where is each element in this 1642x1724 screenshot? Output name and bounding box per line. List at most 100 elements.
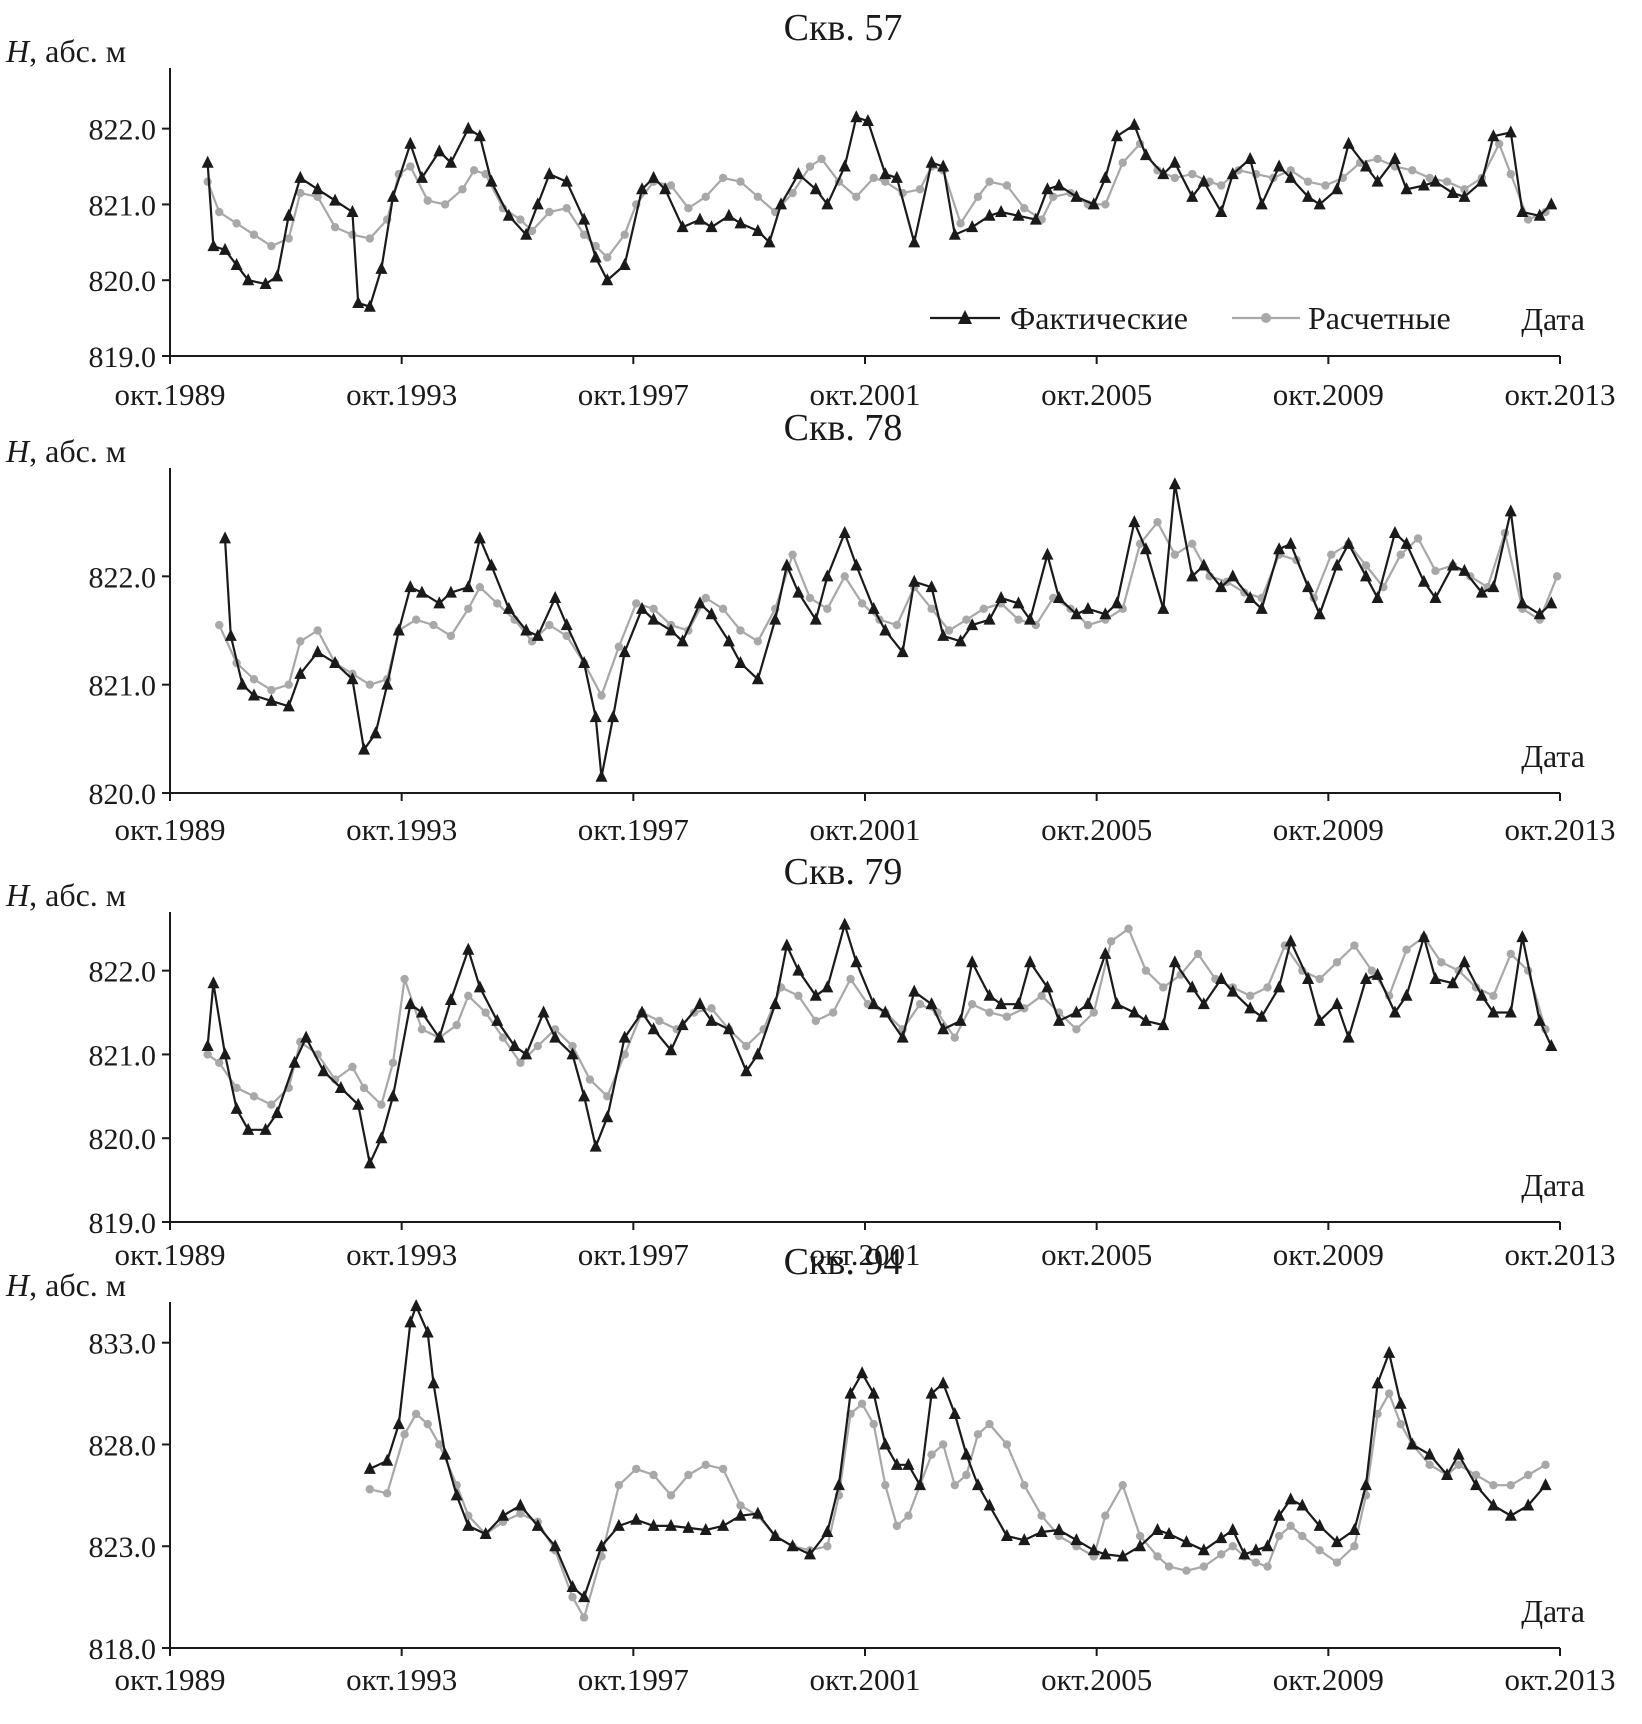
y-axis-label: H, абс. м [5, 877, 126, 913]
data-point [1029, 212, 1042, 225]
data-point [1101, 1511, 1110, 1520]
data-point [363, 1461, 376, 1474]
data-point [1164, 1562, 1174, 1571]
data-point [908, 235, 921, 248]
data-point [736, 626, 745, 635]
data-point [684, 1470, 693, 1480]
data-point [1228, 1542, 1237, 1551]
data-point [1489, 991, 1498, 1000]
x-tick-label: окт.1993 [346, 1662, 457, 1697]
data-point [404, 580, 417, 593]
data-point [386, 189, 399, 202]
data-point [348, 1062, 357, 1072]
data-point [493, 599, 502, 608]
data-point [925, 1386, 938, 1399]
data-point [1255, 1009, 1268, 1022]
data-point [589, 710, 602, 723]
data-point [821, 980, 834, 993]
data-point [1024, 612, 1037, 625]
data-point [365, 1485, 375, 1494]
data-point [896, 645, 909, 658]
data-point [267, 1100, 276, 1109]
data-point [985, 1419, 994, 1429]
data-point [1487, 580, 1500, 593]
data-point [578, 1089, 591, 1102]
data-point [701, 192, 710, 202]
data-point [1425, 173, 1434, 183]
data-point [1504, 504, 1517, 517]
data-point [1359, 972, 1372, 985]
data-point [693, 596, 706, 609]
x-tick-label: окт.2009 [1273, 1237, 1384, 1272]
data-point [1099, 607, 1112, 620]
data-point [937, 159, 950, 172]
data-point [962, 615, 971, 624]
data-point [392, 1417, 405, 1430]
data-point [597, 691, 606, 700]
x-tick-label: окт.2013 [1504, 812, 1615, 847]
x-tick-label: окт.2001 [809, 812, 920, 847]
data-point [707, 1004, 716, 1013]
data-point [636, 1005, 649, 1018]
data-point [348, 230, 357, 239]
data-point [215, 207, 224, 217]
x-tick-label: окт.1993 [346, 377, 457, 412]
data-point [1128, 117, 1141, 130]
data-point [867, 997, 880, 1010]
data-point [821, 1524, 834, 1537]
data-point [769, 997, 782, 1010]
data-point [753, 192, 763, 202]
data-point [1035, 1524, 1048, 1537]
data-point [1020, 1480, 1029, 1490]
data-point [960, 1447, 973, 1460]
data-point [294, 666, 307, 679]
data-point [701, 1460, 710, 1470]
data-point [950, 1480, 959, 1490]
data-point [1168, 155, 1181, 168]
series-actual [219, 477, 1558, 782]
data-point [1083, 620, 1093, 630]
x-axis-label: Дата [1521, 301, 1585, 337]
data-point [962, 1470, 971, 1480]
data-point [497, 1508, 510, 1521]
data-point [983, 988, 996, 1001]
data-point [296, 637, 305, 646]
data-point [1402, 945, 1411, 954]
data-point [1041, 980, 1054, 993]
data-point [1400, 182, 1413, 195]
y-axis-unit: , абс. м [29, 33, 126, 69]
data-point [618, 258, 631, 271]
data-point [267, 241, 276, 251]
data-point [1110, 129, 1123, 142]
data-point [1331, 558, 1344, 571]
data-point [215, 1058, 224, 1068]
data-point [805, 593, 815, 603]
data-point [1489, 1480, 1498, 1490]
data-point [979, 604, 988, 614]
data-point [879, 1437, 892, 1450]
data-point [1552, 572, 1562, 581]
data-point [404, 136, 417, 149]
data-point [219, 242, 232, 255]
data-point [1170, 173, 1180, 183]
data-point [850, 558, 863, 571]
data-point [821, 569, 834, 582]
data-point [1070, 1533, 1083, 1546]
data-point [1053, 1013, 1066, 1026]
data-point [247, 688, 260, 701]
x-axis-label: Дата [1521, 1593, 1585, 1629]
data-point [1504, 1508, 1517, 1521]
data-point [1313, 197, 1326, 210]
data-point [1458, 189, 1471, 202]
data-point [1437, 958, 1446, 967]
data-point [944, 626, 954, 635]
data-point [879, 623, 892, 636]
data-point [792, 585, 805, 598]
data-point [1475, 988, 1488, 1001]
data-point [595, 1539, 608, 1552]
data-point [1494, 139, 1504, 148]
data-point [201, 1039, 214, 1052]
data-point [1151, 1522, 1164, 1535]
data-point [411, 615, 421, 624]
